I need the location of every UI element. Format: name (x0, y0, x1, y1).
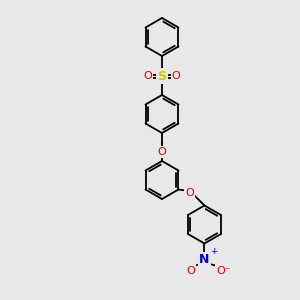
Text: O: O (172, 71, 180, 81)
Text: O: O (186, 266, 195, 275)
Text: O: O (158, 147, 166, 157)
Text: N: N (199, 253, 210, 266)
Text: S: S (158, 70, 166, 83)
Text: O⁻: O⁻ (216, 266, 231, 275)
Text: O: O (185, 188, 194, 197)
Text: O: O (144, 71, 152, 81)
Text: +: + (211, 248, 218, 256)
